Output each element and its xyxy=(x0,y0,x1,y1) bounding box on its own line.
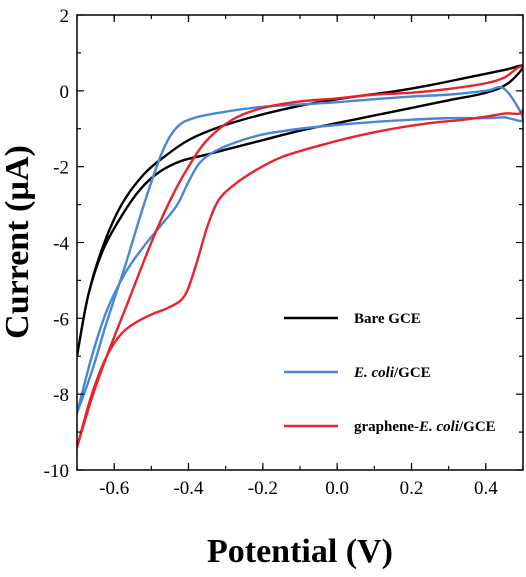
legend-label-2: E. coli/GCE xyxy=(353,365,431,381)
x-tick-label: -0.4 xyxy=(173,478,204,499)
series-curve-3 xyxy=(77,65,523,449)
legend-label-3: graphene-E. coli/GCE xyxy=(354,419,496,435)
series-curves xyxy=(77,64,523,449)
x-tick-label: -0.6 xyxy=(99,478,129,499)
y-axis-title: Current (µA) xyxy=(0,145,36,339)
y-tick-label: 0 xyxy=(60,82,70,103)
y-tick-label: -10 xyxy=(44,461,69,482)
series-curve-1 xyxy=(77,64,523,358)
x-tick-label: 0.4 xyxy=(474,478,498,499)
legend-label-1: Bare GCE xyxy=(354,311,421,327)
x-axis-title: Potential (V) xyxy=(207,533,393,570)
series-curve-2 xyxy=(77,85,523,415)
y-tick-label: -4 xyxy=(53,234,69,255)
x-tick-label: -0.2 xyxy=(248,478,278,499)
tick-labels: -0.6 -0.4 -0.2 0.0 0.2 0.4 -10 -8 -6 -4 -2 0 2 xyxy=(44,6,499,499)
y-tick-label: 2 xyxy=(60,6,70,27)
y-tick-label: -6 xyxy=(53,309,69,330)
plot-frame xyxy=(76,14,524,471)
legend: Bare GCE E. coli/GCE graphene-E. coli/GCE xyxy=(284,311,496,435)
y-tick-label: -2 xyxy=(53,158,69,179)
axis-ticks xyxy=(76,14,524,471)
y-tick-label: -8 xyxy=(53,385,69,406)
x-tick-label: 0.0 xyxy=(325,478,349,499)
x-tick-label: 0.2 xyxy=(400,478,424,499)
